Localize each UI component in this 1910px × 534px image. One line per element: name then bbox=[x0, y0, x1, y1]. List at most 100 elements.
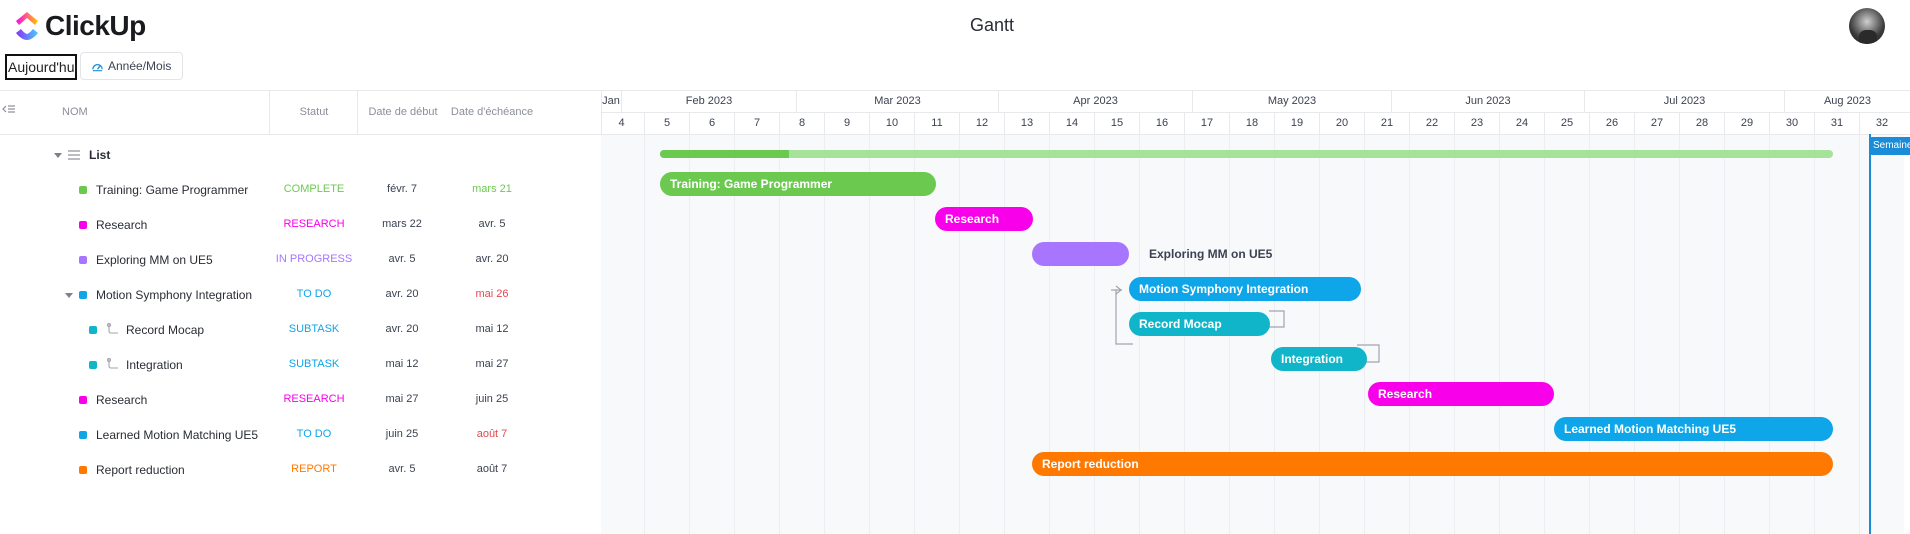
today-button[interactable]: Aujourd'hui bbox=[5, 54, 78, 80]
scale-button[interactable]: Année/Mois bbox=[80, 52, 183, 80]
week-label[interactable]: 25 bbox=[1544, 112, 1589, 134]
column-header-start-date[interactable]: Date de début bbox=[368, 106, 438, 118]
task-due-date[interactable]: mai 27 bbox=[475, 358, 509, 370]
gantt-bar[interactable]: Research bbox=[1368, 382, 1554, 406]
week-label[interactable]: 23 bbox=[1454, 112, 1499, 134]
logo-text: ClickUp bbox=[45, 10, 146, 41]
gantt-bar[interactable]: Record Mocap bbox=[1129, 312, 1270, 336]
task-due-date[interactable]: mai 12 bbox=[475, 323, 509, 335]
task-row[interactable]: Report reduction REPORT avr. 5 août 7 bbox=[0, 452, 601, 487]
week-label[interactable]: 30 bbox=[1769, 112, 1814, 134]
gantt-chart[interactable]: Jan Feb 2023 Mar 2023 Apr 2023 May 2023 Jun 2… bbox=[601, 90, 1910, 534]
task-start-date[interactable]: avr. 20 bbox=[385, 288, 419, 300]
task-row[interactable]: Motion Symphony Integration TO DO avr. 20 m… bbox=[0, 277, 601, 312]
task-name[interactable]: Research bbox=[96, 392, 148, 407]
task-status[interactable]: TO DO bbox=[296, 428, 332, 440]
task-row[interactable]: Integration SUBTASK mai 12 mai 27 bbox=[0, 347, 601, 382]
task-start-date[interactable]: juin 25 bbox=[385, 428, 419, 440]
task-status[interactable]: SUBTASK bbox=[288, 323, 340, 335]
task-row[interactable]: Record Mocap SUBTASK avr. 20 mai 12 bbox=[0, 312, 601, 347]
week-label[interactable]: 8 bbox=[779, 112, 824, 134]
task-row[interactable]: Training: Game Programmer COMPLETE févr. 7… bbox=[0, 172, 601, 207]
collapse-sidebar-icon[interactable] bbox=[2, 102, 16, 116]
task-start-date[interactable]: mai 27 bbox=[385, 393, 419, 405]
task-row[interactable]: Research RESEARCH mars 22 avr. 5 bbox=[0, 207, 601, 242]
task-name[interactable]: Integration bbox=[126, 357, 183, 372]
column-header-status[interactable]: Statut bbox=[299, 106, 329, 118]
task-row[interactable]: Learned Motion Matching UE5 TO DO juin 25 a… bbox=[0, 417, 601, 452]
week-label[interactable]: 13 bbox=[1004, 112, 1049, 134]
task-status[interactable]: TO DO bbox=[296, 288, 332, 300]
task-status[interactable]: RESEARCH bbox=[283, 393, 345, 405]
task-start-date[interactable]: févr. 7 bbox=[387, 183, 417, 195]
caret-down-icon[interactable] bbox=[65, 293, 73, 298]
task-due-date[interactable]: mars 21 bbox=[472, 183, 512, 195]
task-due-date[interactable]: avr. 5 bbox=[478, 218, 506, 230]
caret-down-icon[interactable] bbox=[54, 153, 62, 158]
gantt-bar[interactable]: Research bbox=[935, 207, 1033, 231]
task-name[interactable]: Report reduction bbox=[96, 462, 185, 477]
week-label[interactable]: 19 bbox=[1274, 112, 1319, 134]
week-label[interactable]: 9 bbox=[824, 112, 869, 134]
task-due-date[interactable]: avr. 20 bbox=[475, 253, 509, 265]
week-label[interactable]: 29 bbox=[1724, 112, 1769, 134]
week-label[interactable]: 20 bbox=[1319, 112, 1364, 134]
week-label[interactable]: 27 bbox=[1634, 112, 1679, 134]
avatar[interactable] bbox=[1849, 8, 1885, 44]
task-status[interactable]: SUBTASK bbox=[288, 358, 340, 370]
task-start-date[interactable]: avr. 5 bbox=[388, 463, 416, 475]
week-label[interactable]: 4 bbox=[618, 117, 625, 129]
week-label[interactable]: 28 bbox=[1679, 112, 1724, 134]
task-name[interactable]: Motion Symphony Integration bbox=[96, 287, 253, 302]
task-status[interactable]: IN PROGRESS bbox=[275, 253, 353, 265]
week-label[interactable]: 21 bbox=[1364, 112, 1409, 134]
week-label[interactable]: 10 bbox=[869, 112, 914, 134]
column-header-name[interactable]: NOM bbox=[62, 106, 88, 118]
task-name[interactable]: Exploring MM on UE5 bbox=[96, 252, 213, 267]
task-start-date[interactable]: mai 12 bbox=[385, 358, 419, 370]
today-marker-label: Semaine bbox=[1869, 137, 1910, 155]
week-label[interactable]: 6 bbox=[689, 112, 734, 134]
week-label[interactable]: 31 bbox=[1814, 112, 1859, 134]
gantt-bar[interactable]: Training: Game Programmer bbox=[660, 172, 936, 196]
week-label[interactable]: 7 bbox=[734, 112, 779, 134]
task-due-date[interactable]: août 7 bbox=[476, 428, 508, 440]
gantt-bar[interactable]: Learned Motion Matching UE5 bbox=[1554, 417, 1833, 441]
gantt-bar[interactable]: Motion Symphony Integration bbox=[1129, 277, 1361, 301]
clickup-logo[interactable]: ClickUp bbox=[12, 9, 146, 43]
task-row[interactable]: Exploring MM on UE5 IN PROGRESS avr. 5 avr.… bbox=[0, 242, 601, 277]
list-summary-bar[interactable] bbox=[660, 150, 1833, 158]
week-label[interactable]: 17 bbox=[1184, 112, 1229, 134]
task-due-date[interactable]: mai 26 bbox=[475, 288, 509, 300]
task-status[interactable]: REPORT bbox=[291, 463, 337, 475]
week-label[interactable]: 12 bbox=[959, 112, 1004, 134]
task-start-date[interactable]: avr. 5 bbox=[388, 253, 416, 265]
week-label[interactable]: 22 bbox=[1409, 112, 1454, 134]
task-row[interactable]: Research RESEARCH mai 27 juin 25 bbox=[0, 382, 601, 417]
task-name[interactable]: Record Mocap bbox=[126, 322, 205, 337]
task-start-date[interactable]: avr. 20 bbox=[385, 323, 419, 335]
week-label[interactable]: 16 bbox=[1139, 112, 1184, 134]
task-status[interactable]: COMPLETE bbox=[283, 183, 345, 195]
task-start-date[interactable]: mars 22 bbox=[382, 218, 422, 230]
task-due-date[interactable]: juin 25 bbox=[475, 393, 509, 405]
week-label[interactable]: 15 bbox=[1094, 112, 1139, 134]
week-label[interactable]: 14 bbox=[1049, 112, 1094, 134]
week-label[interactable]: 26 bbox=[1589, 112, 1634, 134]
divider bbox=[601, 112, 1910, 113]
task-name[interactable]: Research bbox=[96, 217, 148, 232]
gantt-bar[interactable]: Report reduction bbox=[1032, 452, 1833, 476]
week-label[interactable]: 32 bbox=[1859, 112, 1904, 134]
list-group-row[interactable]: List bbox=[0, 137, 601, 172]
gantt-bar[interactable] bbox=[1032, 242, 1129, 266]
task-name[interactable]: Training: Game Programmer bbox=[96, 182, 249, 197]
week-label[interactable]: 18 bbox=[1229, 112, 1274, 134]
week-label[interactable]: 11 bbox=[914, 112, 959, 134]
task-status[interactable]: RESEARCH bbox=[283, 218, 345, 230]
task-name[interactable]: Learned Motion Matching UE5 bbox=[96, 427, 259, 442]
task-due-date[interactable]: août 7 bbox=[476, 463, 508, 475]
week-label[interactable]: 5 bbox=[644, 112, 689, 134]
column-header-due-date[interactable]: Date d'échéance bbox=[450, 106, 534, 118]
gantt-bar[interactable]: Integration bbox=[1271, 347, 1367, 371]
week-label[interactable]: 24 bbox=[1499, 112, 1544, 134]
